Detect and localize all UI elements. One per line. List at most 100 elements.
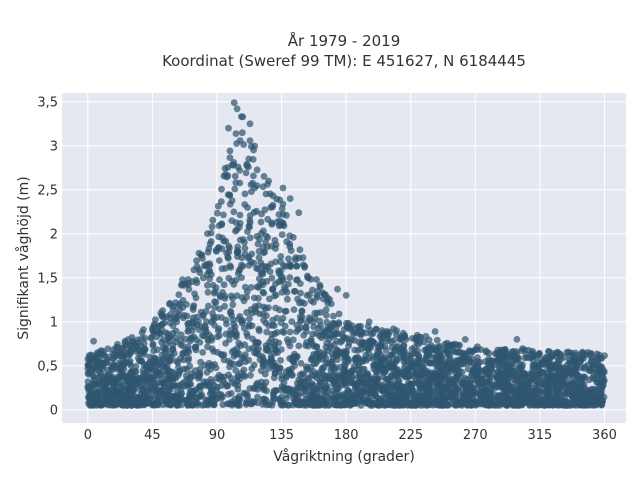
data-point (272, 346, 279, 354)
data-point (244, 204, 251, 211)
data-point (432, 359, 440, 367)
data-point (347, 400, 354, 408)
data-point (210, 401, 218, 409)
data-point (142, 361, 150, 368)
data-point (251, 184, 259, 192)
data-point (378, 384, 385, 392)
data-point (438, 357, 445, 365)
data-point (160, 382, 168, 390)
data-point (461, 390, 469, 398)
data-point (251, 385, 258, 392)
x-tick-label: 270 (463, 428, 488, 443)
data-point (130, 376, 138, 384)
data-point (238, 354, 246, 362)
data-point (268, 335, 275, 343)
data-point (402, 370, 409, 378)
data-point (215, 257, 223, 264)
data-point (419, 370, 426, 378)
data-point (368, 331, 375, 338)
data-point (204, 230, 211, 238)
data-point (195, 249, 203, 257)
data-point (236, 219, 244, 227)
data-point (259, 288, 267, 296)
data-point (204, 248, 212, 256)
data-point (310, 401, 318, 409)
data-point (204, 281, 211, 289)
data-point (432, 400, 440, 407)
x-tick-label: 315 (527, 428, 552, 443)
data-point (250, 361, 258, 369)
data-point (370, 361, 377, 369)
data-point (177, 331, 185, 339)
data-point (167, 350, 174, 358)
data-point (581, 388, 589, 396)
y-tick-label: 2 (50, 227, 58, 242)
data-point (519, 396, 527, 404)
data-point (382, 367, 390, 374)
data-point (196, 387, 204, 394)
data-point (191, 343, 199, 351)
data-point (238, 274, 245, 281)
data-point (230, 208, 238, 216)
data-point (297, 317, 305, 325)
data-point (100, 400, 108, 408)
data-point (312, 385, 320, 393)
data-point (526, 377, 534, 385)
data-point (364, 370, 371, 377)
data-point (248, 400, 256, 408)
data-point (171, 370, 179, 377)
data-point (307, 363, 314, 371)
data-point (166, 386, 174, 393)
data-point (233, 292, 241, 299)
data-point (205, 302, 212, 310)
data-point (228, 292, 235, 300)
data-point (286, 261, 294, 268)
data-point (185, 394, 193, 402)
data-point (90, 373, 98, 381)
data-point (158, 351, 166, 359)
data-point (345, 339, 353, 347)
data-point (133, 343, 141, 351)
data-point (334, 385, 342, 392)
data-point (296, 246, 304, 254)
data-point (384, 391, 392, 399)
data-point (306, 316, 314, 324)
data-point (275, 267, 283, 275)
data-point (247, 371, 254, 379)
y-tick-label: 1,5 (37, 271, 58, 286)
data-point (228, 217, 236, 225)
data-point (333, 401, 341, 409)
data-point (298, 307, 306, 315)
data-points (84, 99, 608, 409)
data-point (240, 366, 248, 374)
data-point (120, 352, 128, 360)
data-point (273, 218, 281, 226)
data-point (486, 390, 494, 398)
data-point (309, 394, 317, 402)
data-point (427, 359, 434, 366)
data-point (549, 364, 557, 372)
data-point (162, 359, 169, 367)
data-point (216, 376, 223, 383)
data-point (224, 254, 232, 262)
data-point (390, 325, 397, 333)
data-point (220, 172, 228, 180)
data-point (292, 386, 300, 394)
data-point (341, 365, 349, 373)
data-point (204, 288, 212, 296)
data-point (533, 372, 540, 380)
data-point (288, 365, 295, 373)
x-tick-label: 225 (398, 428, 423, 443)
data-point (194, 371, 202, 378)
data-point (493, 368, 501, 376)
data-point (533, 386, 541, 394)
data-point (242, 399, 250, 407)
data-point (445, 357, 453, 365)
data-point (272, 245, 279, 252)
data-point (356, 375, 364, 382)
data-point (190, 266, 198, 274)
data-point (472, 397, 480, 405)
data-point (259, 310, 267, 318)
data-point (145, 372, 153, 379)
data-point (545, 384, 553, 392)
